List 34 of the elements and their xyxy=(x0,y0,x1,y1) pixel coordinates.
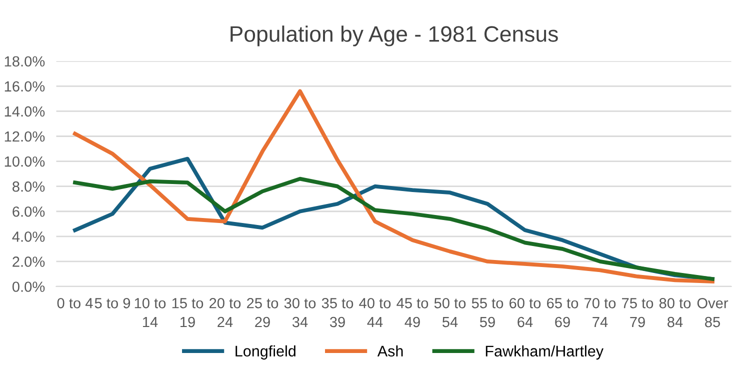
x-tick-label: 45 to 49 xyxy=(396,298,428,328)
x-tick-label: 5 to 9 xyxy=(94,298,130,308)
y-tick-label: 16.0% xyxy=(4,81,45,92)
y-tick-label: 4.0% xyxy=(12,232,45,242)
x-tick-label: 65 to 69 xyxy=(547,298,578,328)
y-tick-label: 18.0% xyxy=(4,56,45,67)
x-tick-label: 55 to 59 xyxy=(472,298,504,328)
x-tick-label: 60 to 64 xyxy=(510,298,541,328)
x-tick-label: 25 to 29 xyxy=(247,298,278,328)
x-tick-label: 80 to 84 xyxy=(659,298,691,328)
y-tick-label: 12.0% xyxy=(4,131,45,142)
x-tick-label: 20 to 24 xyxy=(210,298,241,328)
y-tick-label: 2.0% xyxy=(12,256,45,267)
x-tick-label: 40 to 44 xyxy=(359,298,391,328)
y-tick-label: 14.0% xyxy=(4,106,45,117)
line-series xyxy=(73,89,714,284)
x-tick-label: 10 to 14 xyxy=(134,298,166,328)
line-series xyxy=(73,176,714,281)
x-tick-label: 35 to 39 xyxy=(322,298,354,328)
legend-label: Longfield xyxy=(236,345,296,360)
x-tick-label: 15 to 19 xyxy=(172,298,204,328)
y-tick-label: 10.0% xyxy=(4,156,45,167)
x-tick-label: 30 to 34 xyxy=(284,298,316,328)
y-tick-label: 8.0% xyxy=(12,181,45,192)
x-tick-label: Over 85 xyxy=(697,298,728,328)
legend-label: Fawkham/Hartley xyxy=(486,345,604,360)
chart-title: Population by Age - 1981 Census xyxy=(230,26,558,46)
x-tick-label: 75 to 79 xyxy=(622,298,654,328)
x-tick-label: 0 to 4 xyxy=(57,298,93,308)
y-tick-label: 6.0% xyxy=(12,206,45,217)
x-tick-label: 70 to 74 xyxy=(584,298,616,328)
x-tick-label: 50 to 54 xyxy=(434,298,466,328)
y-tick-label: 0.0% xyxy=(12,282,45,292)
legend-label: Ash xyxy=(377,345,403,357)
